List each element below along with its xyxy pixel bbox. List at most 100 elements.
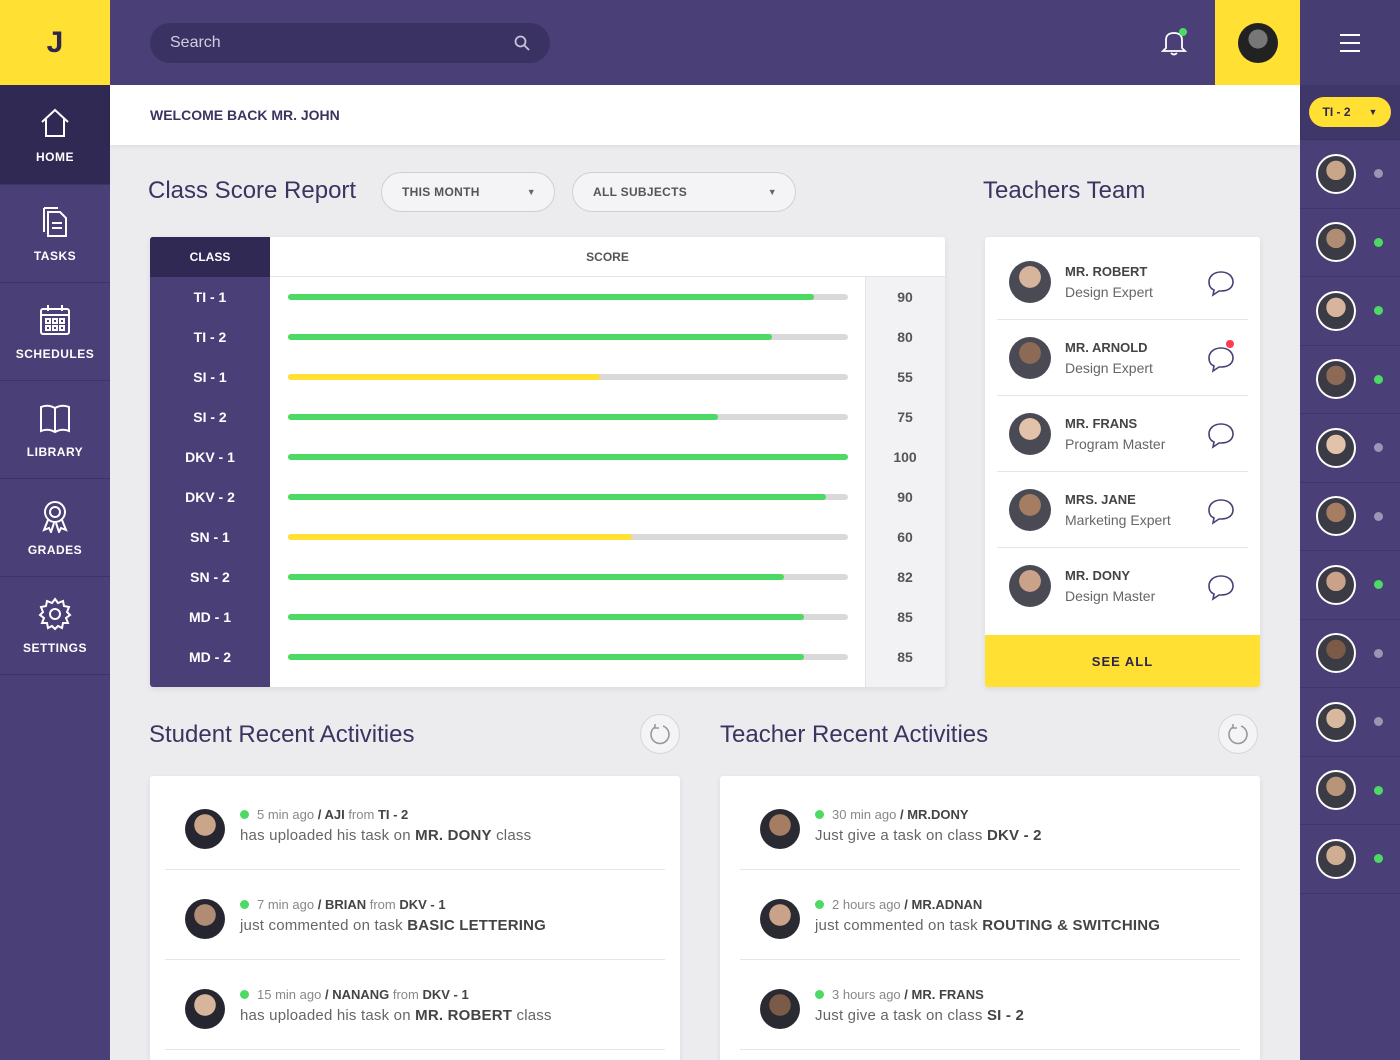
notification-button[interactable] <box>1160 28 1190 58</box>
activity-user[interactable]: AJI <box>324 807 345 822</box>
period-filter[interactable]: THIS MONTH ▼ <box>381 172 555 212</box>
menu-button[interactable] <box>1300 0 1400 85</box>
teacher-role: Design Expert <box>1065 359 1153 376</box>
search-icon[interactable] <box>514 35 530 51</box>
activity-target[interactable]: MR. ROBERT <box>415 1007 513 1024</box>
score-bar-fill <box>288 454 848 460</box>
sidebar-item-tasks[interactable]: TASKS <box>0 185 110 283</box>
activity-user[interactable]: BRIAN <box>324 897 367 912</box>
hamburger-icon <box>1340 33 1360 52</box>
score-value: 55 <box>897 369 913 385</box>
student-activities-refresh-button[interactable] <box>640 714 680 754</box>
sidebar-item-label: GRADES <box>27 542 83 557</box>
score-bar-track <box>288 574 848 580</box>
online-user-item[interactable] <box>1300 277 1400 346</box>
online-user-item[interactable] <box>1300 757 1400 825</box>
activity-user[interactable]: MR.ADNAN <box>911 897 983 912</box>
score-value: 85 <box>897 609 913 625</box>
score-value: 90 <box>897 489 913 505</box>
sidebar-item-settings[interactable]: SETTINGS <box>0 577 110 675</box>
chat-button[interactable] <box>1206 572 1236 602</box>
app-logo[interactable]: J <box>0 0 110 85</box>
avatar <box>185 809 225 849</box>
online-user-item[interactable] <box>1300 688 1400 757</box>
class-selector[interactable]: TI - 2 ▼ <box>1308 97 1392 127</box>
status-dot <box>1374 785 1383 795</box>
score-bar-track <box>288 294 848 300</box>
activity-action: Just give a task on class <box>815 1007 987 1024</box>
teacher-role: Design Master <box>1065 588 1156 604</box>
online-user-item[interactable] <box>1300 620 1400 688</box>
activity-class: TI - 2 <box>377 807 409 822</box>
online-user-item[interactable] <box>1300 209 1400 277</box>
list-item: 7 min ago / BRIAN from DKV - 1 just comme… <box>165 870 665 960</box>
score-bar-track <box>288 494 848 500</box>
teacher-row[interactable]: MRS. JANE Marketing Expert <box>997 472 1248 548</box>
subject-filter[interactable]: ALL SUBJECTS ▼ <box>572 172 796 212</box>
activity-meta: 3 hours ago / MR. FRANS <box>815 987 984 1002</box>
search-input[interactable] <box>170 34 514 52</box>
teacher-row[interactable]: MR. DONY Design Master <box>997 548 1248 624</box>
score-value: 85 <box>897 649 913 665</box>
activity-target[interactable]: SI - 2 <box>986 1007 1024 1024</box>
chat-button[interactable] <box>1206 268 1236 298</box>
status-dot <box>1374 169 1383 179</box>
avatar <box>760 899 800 939</box>
activity-target[interactable]: ROUTING & SWITCHING <box>982 917 1161 934</box>
teacher-row[interactable]: MR. FRANS Program Master <box>997 396 1248 472</box>
online-dot <box>815 900 824 909</box>
score-bar-track <box>288 334 848 340</box>
activity-user[interactable]: MR.DONY <box>907 807 969 822</box>
user-profile-button[interactable] <box>1215 0 1300 85</box>
sidebar-item-schedules[interactable]: SCHEDULES <box>0 283 110 381</box>
chat-button[interactable] <box>1206 344 1236 374</box>
activity-target[interactable]: MR. DONY <box>415 827 492 844</box>
see-all-button[interactable]: SEE ALL <box>985 635 1260 687</box>
class-label: SI - 2 <box>193 409 227 425</box>
score-bar-track <box>288 614 848 620</box>
score-bar-track <box>288 374 848 380</box>
online-user-item[interactable] <box>1300 825 1400 894</box>
activity-action: just commented on task <box>240 917 408 934</box>
online-user-item[interactable] <box>1300 140 1400 209</box>
online-dot <box>240 900 249 909</box>
score-bar-track <box>288 454 848 460</box>
score-bar-fill <box>288 494 826 500</box>
online-user-item[interactable] <box>1300 346 1400 414</box>
sidebar-item-home[interactable]: HOME <box>0 85 110 185</box>
chat-button[interactable] <box>1206 496 1236 526</box>
teacher-role: Design Expert <box>1065 283 1153 300</box>
score-column-header: SCORE <box>270 237 945 277</box>
activity-user[interactable]: NANANG <box>332 987 390 1002</box>
teacher-row[interactable]: MR. ARNOLD Design Expert <box>997 320 1248 396</box>
class-label: TI - 2 <box>193 329 227 345</box>
activity-target[interactable]: DKV - 2 <box>986 827 1042 844</box>
teacher-row[interactable]: MR. ROBERT Design Expert <box>997 244 1248 320</box>
activity-user[interactable]: MR. FRANS <box>911 987 984 1002</box>
score-bar-fill <box>288 294 815 300</box>
online-user-item[interactable] <box>1300 414 1400 483</box>
teacher-name: MR. DONY <box>1065 568 1130 583</box>
teacher-activities-title: Teacher Recent Activities <box>720 721 989 748</box>
student-activities-card: 5 min ago / AJI from TI - 2 has uploaded … <box>150 776 680 1060</box>
bell-icon <box>1160 32 1188 56</box>
activity-text: just commented on task BASIC LETTERING <box>240 917 546 934</box>
activity-action: has uploaded his task on <box>240 1007 416 1024</box>
chat-button[interactable] <box>1206 420 1236 450</box>
status-dot <box>1374 237 1383 247</box>
activity-target[interactable]: BASIC LETTERING <box>407 917 547 934</box>
sidebar-item-grades[interactable]: GRADES <box>0 479 110 577</box>
online-user-item[interactable] <box>1300 551 1400 620</box>
student-activities-title: Student Recent Activities <box>149 721 415 748</box>
activity-text: Just give a task on class DKV - 2 <box>815 827 1042 844</box>
teacher-name: MR. ARNOLD <box>1065 339 1148 355</box>
sidebar-item-library[interactable]: LIBRARY <box>0 381 110 479</box>
avatar <box>1009 565 1051 607</box>
activity-time: 30 min ago <box>832 807 897 822</box>
top-bar <box>110 0 1300 85</box>
list-item: 5 min ago / AJI from TI - 2 has uploaded … <box>165 776 665 870</box>
teacher-role: Program Master <box>1065 435 1166 452</box>
teacher-activities-card: 30 min ago / MR.DONY Just give a task on … <box>720 776 1260 1060</box>
online-user-item[interactable] <box>1300 483 1400 551</box>
teacher-activities-refresh-button[interactable] <box>1218 714 1258 754</box>
